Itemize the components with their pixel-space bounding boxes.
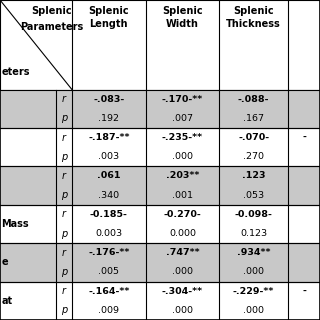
Text: Mass: Mass (2, 219, 29, 229)
Text: -.229-**: -.229-** (233, 287, 274, 296)
Text: Parameters: Parameters (20, 22, 84, 32)
Text: .005: .005 (98, 268, 119, 276)
Text: -0.098-: -0.098- (235, 210, 273, 219)
Text: 0.000: 0.000 (169, 229, 196, 238)
Text: Splenic
Length: Splenic Length (89, 6, 129, 29)
Text: Splenic: Splenic (32, 6, 72, 16)
Text: -: - (302, 133, 306, 142)
Bar (0, 90, 320, 128)
Text: .340: .340 (98, 191, 119, 200)
Text: -.170-**: -.170-** (162, 95, 203, 104)
Text: .009: .009 (98, 306, 119, 315)
Text: -0.270-: -0.270- (164, 210, 201, 219)
Text: -.304-**: -.304-** (162, 287, 203, 296)
Text: -.083-: -.083- (93, 95, 124, 104)
Bar (0, 205, 320, 243)
Text: .001: .001 (172, 191, 193, 200)
Text: p: p (61, 190, 67, 200)
Text: .167: .167 (243, 114, 264, 123)
Text: .270: .270 (243, 152, 264, 161)
Text: .747**: .747** (165, 248, 199, 257)
Text: .000: .000 (172, 306, 193, 315)
Text: .003: .003 (98, 152, 119, 161)
Text: eters: eters (2, 67, 30, 77)
Text: .192: .192 (98, 114, 119, 123)
Text: 0.123: 0.123 (240, 229, 267, 238)
Text: -.187-**: -.187-** (88, 133, 130, 142)
Text: r: r (62, 286, 66, 296)
Text: .053: .053 (243, 191, 264, 200)
Text: 0.003: 0.003 (95, 229, 122, 238)
Text: r: r (62, 94, 66, 104)
Text: r: r (62, 171, 66, 181)
Text: .000: .000 (172, 268, 193, 276)
Text: e: e (2, 257, 8, 268)
Text: .000: .000 (172, 152, 193, 161)
Text: -.176-**: -.176-** (88, 248, 130, 257)
Text: p: p (61, 267, 67, 277)
Bar (0, 166, 320, 205)
Text: .203**: .203** (166, 172, 199, 180)
Text: -.164-**: -.164-** (88, 287, 130, 296)
Text: r: r (62, 132, 66, 143)
Text: .000: .000 (243, 268, 264, 276)
Text: .123: .123 (242, 172, 265, 180)
Text: .061: .061 (97, 172, 121, 180)
Text: Splenic
Thickness: Splenic Thickness (226, 6, 281, 29)
Text: p: p (61, 228, 67, 239)
Text: .934**: .934** (237, 248, 270, 257)
Bar (0, 0, 320, 90)
Bar (0, 128, 320, 166)
Text: p: p (61, 305, 67, 316)
Text: -: - (302, 287, 306, 296)
Text: Splenic
Width: Splenic Width (162, 6, 203, 29)
Text: at: at (2, 296, 13, 306)
Bar (0, 243, 320, 282)
Text: p: p (61, 152, 67, 162)
Text: -0.185-: -0.185- (90, 210, 128, 219)
Text: -.070-: -.070- (238, 133, 269, 142)
Text: -.235-**: -.235-** (162, 133, 203, 142)
Text: p: p (61, 113, 67, 124)
Bar (0, 282, 320, 320)
Text: -.088-: -.088- (238, 95, 269, 104)
Text: .007: .007 (172, 114, 193, 123)
Text: r: r (62, 209, 66, 220)
Text: .000: .000 (243, 306, 264, 315)
Text: r: r (62, 248, 66, 258)
